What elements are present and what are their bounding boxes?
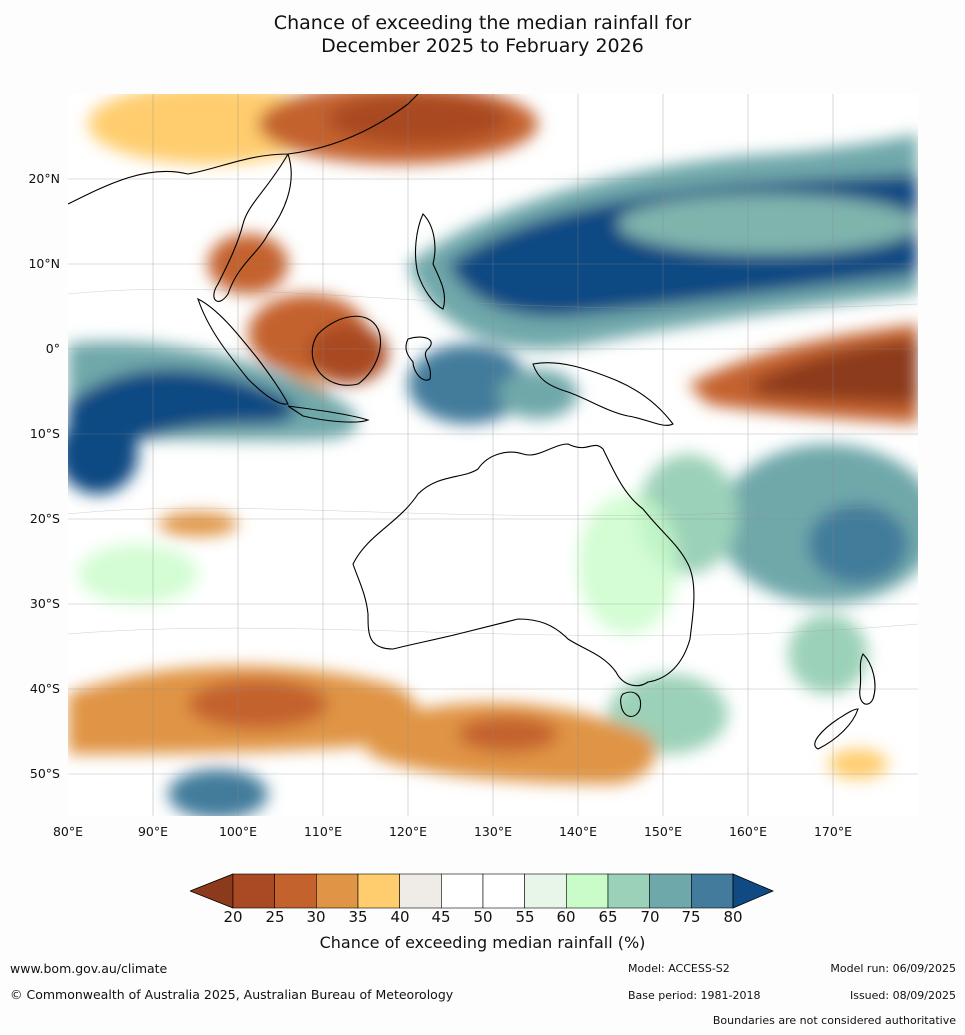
legend-tick-40: 40 (390, 908, 410, 926)
legend-tick-80: 80 (723, 908, 743, 926)
new-guinea-coastline (532, 362, 674, 426)
map-canvas (68, 94, 918, 816)
tasmania-coastline (620, 691, 642, 718)
legend-swatch (649, 873, 692, 909)
legend-swatch (232, 873, 275, 909)
lon-label-80e: 80°E (52, 824, 84, 839)
lon-label-170e: 170°E (813, 824, 852, 839)
footer-model: Model: ACCESS-S2 (628, 962, 730, 975)
legend-swatch (691, 873, 734, 909)
legend-swatch (399, 873, 442, 909)
legend-colorbar (190, 873, 775, 909)
legend-swatches (232, 873, 734, 909)
legend-swatch (316, 873, 359, 909)
lon-label-100e: 100°E (218, 824, 257, 839)
philippines-coastline (414, 213, 446, 310)
legend-swatch (482, 873, 525, 909)
new-zealand-south-coastline (814, 708, 859, 750)
lon-label-130e: 130°E (473, 824, 512, 839)
legend-tick-50: 50 (473, 908, 493, 926)
footer-issued: Issued: 08/09/2025 (849, 989, 956, 1002)
legend-swatch (274, 873, 317, 909)
legend-tick-25: 25 (265, 908, 285, 926)
legend-label: Chance of exceeding median rainfall (%) (319, 933, 646, 952)
legend-swatch (524, 873, 567, 909)
new-zealand-coastline (859, 653, 876, 705)
coastlines (68, 94, 876, 750)
legend-over-arrow (732, 873, 775, 909)
map-title-line-2: December 2025 to February 2026 (321, 35, 644, 57)
legend-tick-20: 20 (223, 908, 243, 926)
sulawesi-coastline (405, 336, 432, 381)
lat-label-20s: 20°S (29, 511, 60, 526)
legend-tick-70: 70 (640, 908, 660, 926)
australia-coastline (352, 443, 695, 687)
footer-disclaimer: Boundaries are not considered authoritat… (712, 1014, 956, 1027)
footer-copyright: © Commonwealth of Australia 2025, Austra… (10, 987, 454, 1002)
lon-label-160e: 160°E (728, 824, 767, 839)
legend-swatch (441, 873, 484, 909)
lat-label-20n: 20°N (28, 171, 60, 186)
legend-tick-35: 35 (348, 908, 368, 926)
footer-model-run: Model run: 06/09/2025 (830, 962, 956, 975)
lat-label-40s: 40°S (29, 681, 60, 696)
lat-label-50s: 50°S (29, 766, 60, 781)
legend-tick-45: 45 (431, 908, 451, 926)
footer-website[interactable]: www.bom.gov.au/climate (10, 961, 168, 976)
legend-tick-30: 30 (306, 908, 326, 926)
lon-label-150e: 150°E (643, 824, 682, 839)
lon-label-110e: 110°E (303, 824, 342, 839)
lat-label-30s: 30°S (29, 596, 60, 611)
lon-label-90e: 90°E (137, 824, 169, 839)
legend-tick-60: 60 (556, 908, 576, 926)
java-coastline (287, 405, 370, 423)
contour-lines (68, 288, 918, 636)
map-title-line-1: Chance of exceeding the median rainfall … (273, 12, 692, 34)
footer-base-period: Base period: 1981-2018 (628, 989, 761, 1002)
legend-tick-75: 75 (681, 908, 701, 926)
lon-label-140e: 140°E (558, 824, 597, 839)
lat-label-0: 0° (45, 341, 60, 356)
lat-label-10s: 10°S (29, 426, 60, 441)
rainfall-probability-map (68, 94, 918, 816)
sumatra-coastline (197, 297, 289, 405)
lat-label-10n: 10°N (28, 256, 60, 271)
legend-swatch (566, 873, 609, 909)
legend-tick-65: 65 (598, 908, 618, 926)
borneo-coastline (311, 315, 381, 386)
legend-swatch (607, 873, 650, 909)
lon-label-120e: 120°E (388, 824, 427, 839)
legend-under-arrow (190, 873, 234, 909)
map-gridlines (68, 94, 918, 816)
se-asia-coastline (68, 94, 419, 302)
legend-tick-55: 55 (515, 908, 535, 926)
legend-swatch (357, 873, 400, 909)
